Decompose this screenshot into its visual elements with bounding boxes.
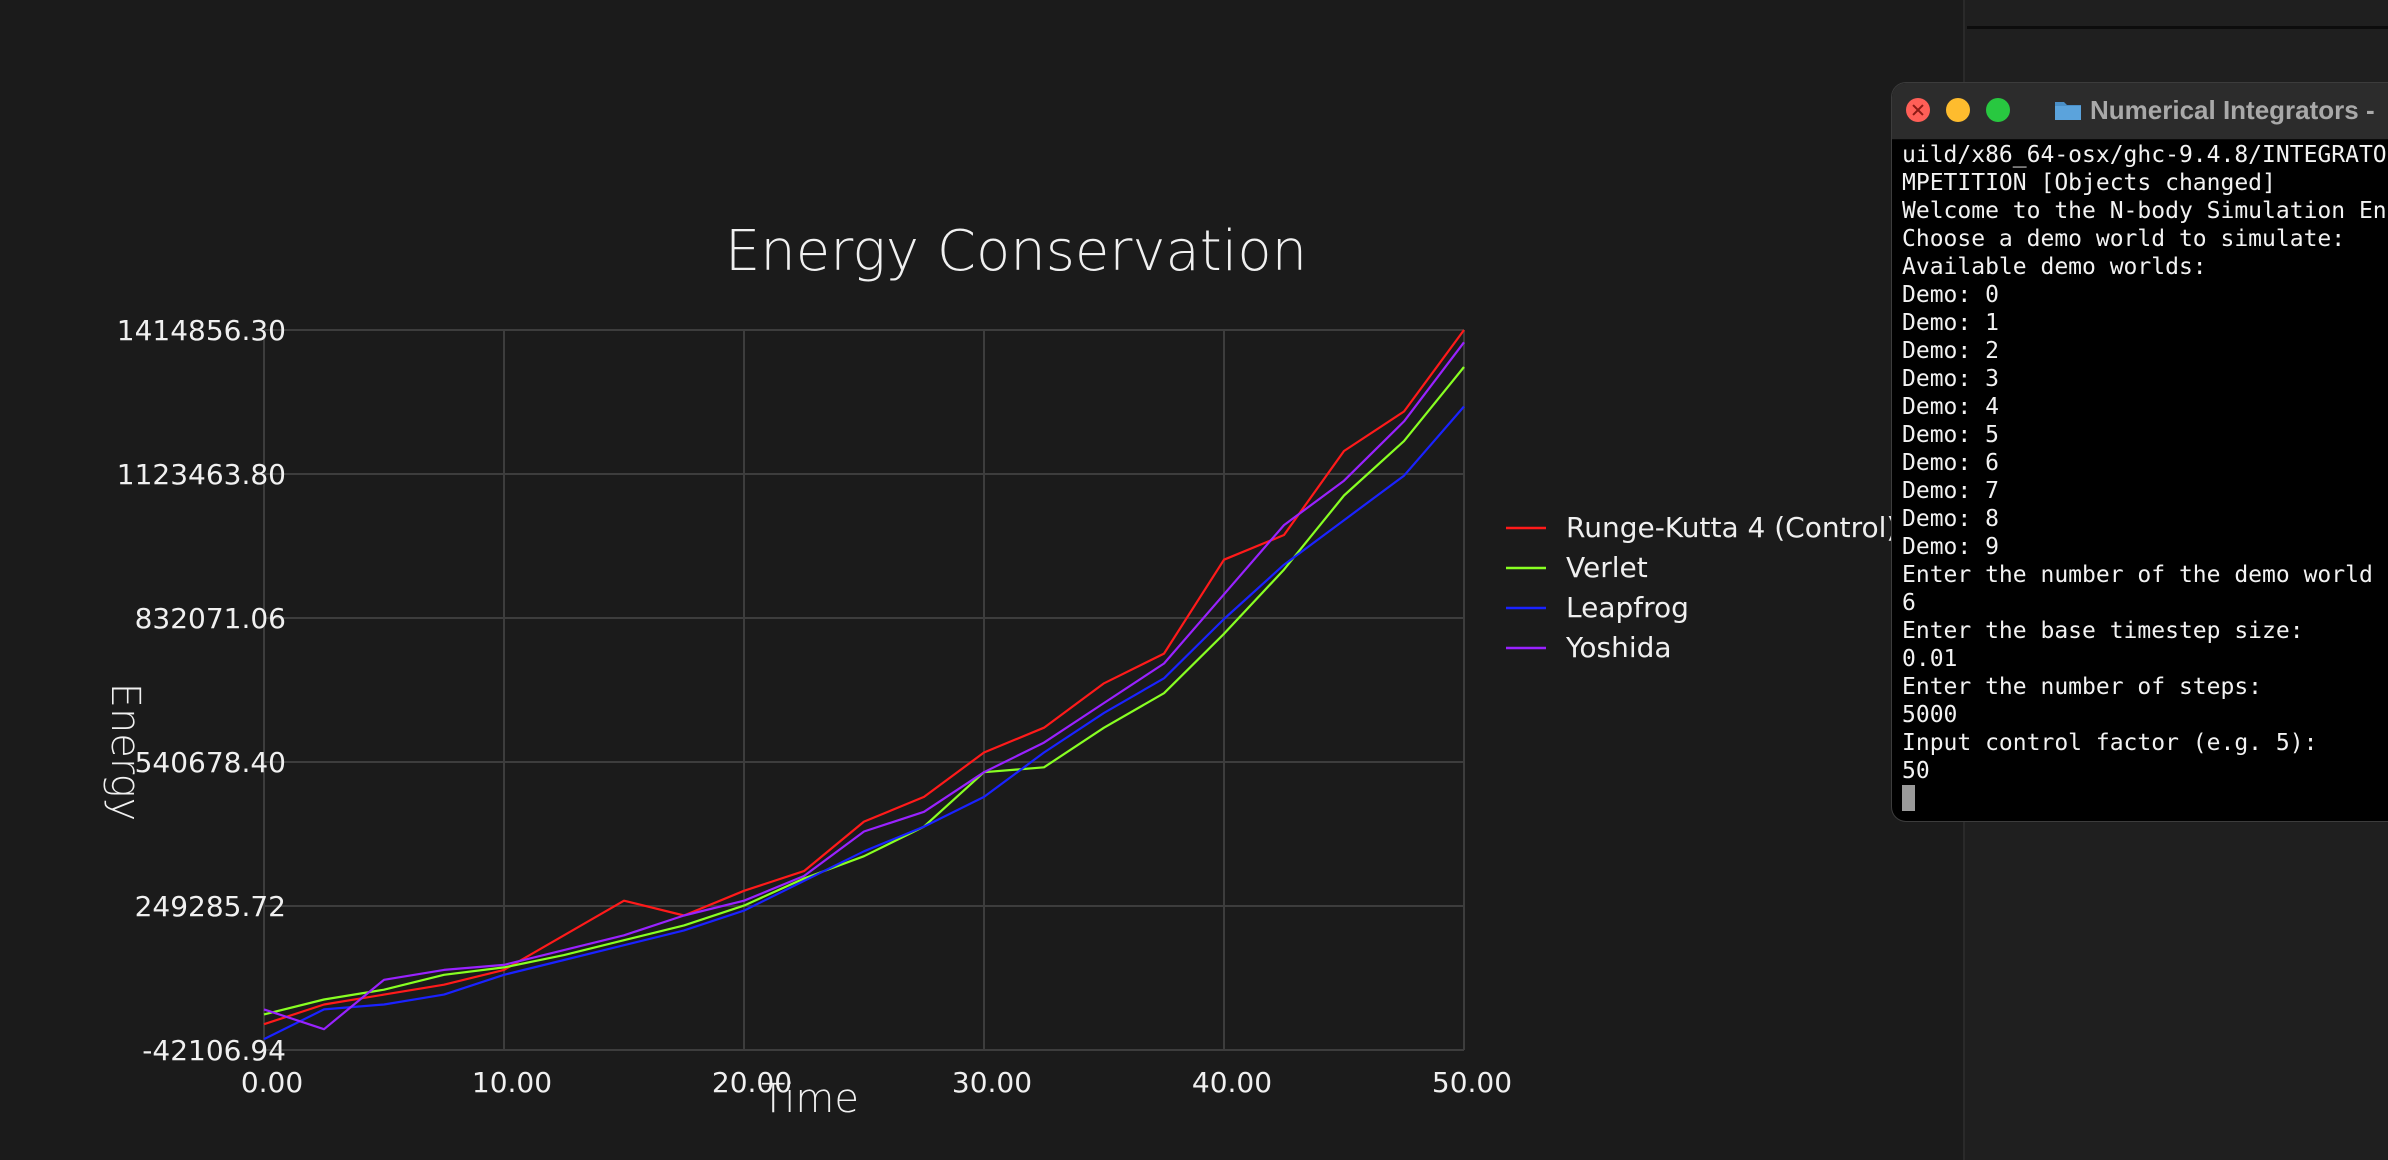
terminal-line: Demo: 8: [1902, 506, 1999, 532]
terminal-output[interactable]: uild/x86_64-osx/ghc-9.4.8/INTEGRATO MPETI…: [1902, 141, 2388, 821]
terminal-line: Enter the base timestep size:: [1902, 618, 2304, 644]
folder-icon: [2055, 102, 2081, 120]
grid-lines: [263, 329, 1465, 1051]
x-tick-label: 20.00: [712, 1066, 792, 1099]
series-line-3: [263, 341, 1465, 1031]
legend-label: Yoshida: [1565, 631, 1672, 664]
y-axis-label: Energy: [102, 683, 148, 822]
close-icon[interactable]: [1906, 98, 1930, 122]
terminal-line: Demo: 7: [1902, 478, 1999, 504]
minimize-icon[interactable]: [1946, 98, 1970, 122]
x-tick-label: 30.00: [952, 1066, 1032, 1099]
x-axis-label: Time: [761, 1076, 859, 1122]
series-lines: [263, 329, 1465, 1041]
terminal-line: Demo: 2: [1902, 338, 1999, 364]
terminal-line: Enter the number of the demo world: [1902, 562, 2373, 588]
terminal-title: Numerical Integrators -: [2090, 95, 2375, 125]
terminal-line: 50: [1902, 758, 1930, 784]
terminal-line: uild/x86_64-osx/ghc-9.4.8/INTEGRATO: [1902, 142, 2387, 168]
terminal-line: 6: [1902, 590, 1916, 616]
y-tick-label: 1414856.30: [117, 314, 286, 347]
x-tick-label: 10.00: [472, 1066, 552, 1099]
y-tick-label: 249285.72: [135, 890, 286, 923]
y-tick-label: 540678.40: [135, 746, 286, 779]
y-tick-label: 1123463.80: [117, 458, 286, 491]
terminal-line: 0.01: [1902, 646, 1958, 672]
x-tick-label: 0.00: [241, 1066, 303, 1099]
terminal-line: Demo: 9: [1902, 534, 1999, 560]
energy-chart: 0.00 10.00 20.00 30.00 40.00 50.00 -42106.94 24…: [102, 219, 1897, 1122]
x-tick-label: 50.00: [1432, 1066, 1512, 1099]
terminal-line: Demo: 6: [1902, 450, 1999, 476]
terminal-line: Demo: 4: [1902, 394, 1999, 420]
terminal-line: Welcome to the N-body Simulation En: [1902, 198, 2387, 224]
terminal-window[interactable]: Numerical Integrators - uild/x86_64-osx/…: [1892, 83, 2388, 821]
tick-labels: 0.00 10.00 20.00 30.00 40.00 50.00 -42106.94 24…: [117, 314, 1512, 1099]
legend-label: Leapfrog: [1566, 591, 1689, 624]
series-line-2: [263, 405, 1465, 1041]
legend-label: Runge-Kutta 4 (Control): [1566, 511, 1897, 544]
terminal-line: Demo: 5: [1902, 422, 1999, 448]
terminal-prompt-line: [1902, 785, 2388, 813]
x-tick-label: 40.00: [1192, 1066, 1272, 1099]
terminal-line: MPETITION [Objects changed]: [1902, 170, 2276, 196]
cursor: [1902, 785, 1915, 811]
legend-label: Verlet: [1566, 551, 1648, 584]
terminal-line: Available demo worlds:: [1902, 254, 2207, 280]
terminal-line: Demo: 3: [1902, 366, 1999, 392]
panel-divider: [1967, 26, 2388, 29]
terminal-line: Input control factor (e.g. 5):: [1902, 730, 2318, 756]
series-line-0: [263, 329, 1465, 1026]
terminal-titlebar[interactable]: Numerical Integrators -: [1892, 83, 2388, 140]
plot-window: 0.00 10.00 20.00 30.00 40.00 50.00 -42106.94 24…: [102, 219, 1898, 1122]
terminal-line: Enter the number of steps:: [1902, 674, 2263, 700]
y-tick-label: -42106.94: [142, 1034, 286, 1067]
maximize-icon[interactable]: [1986, 98, 2010, 122]
terminal-line: Demo: 0: [1902, 282, 1999, 308]
y-tick-label: 832071.06: [135, 602, 286, 635]
terminal-line: Choose a demo world to simulate:: [1902, 226, 2346, 252]
terminal-line: Demo: 1: [1902, 310, 1999, 336]
chart-title: Energy Conservation: [725, 219, 1307, 284]
terminal-line: 5000: [1902, 702, 1958, 728]
legend: Runge-Kutta 4 (Control) Verlet Leapfrog Yos…: [1506, 511, 1897, 664]
series-line-1: [263, 366, 1465, 1016]
